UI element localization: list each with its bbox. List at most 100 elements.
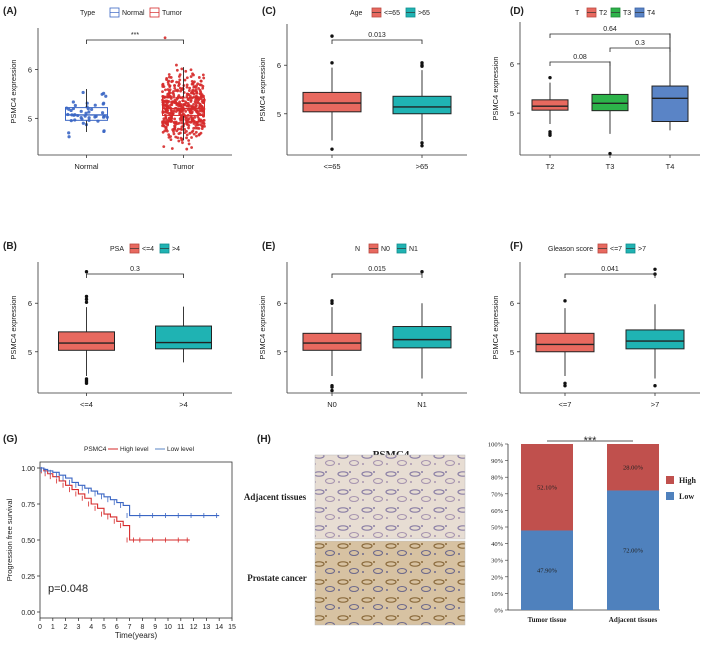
legend-label: T3 <box>623 10 631 17</box>
data-point <box>187 117 191 121</box>
outlier-point <box>84 300 89 304</box>
y-tick-label: 1.00 <box>21 466 35 473</box>
data-point <box>187 126 190 130</box>
outlier-point <box>84 294 89 299</box>
legend-label: <=65 <box>384 10 400 17</box>
y-tick-label: 6 <box>28 299 32 308</box>
data-point <box>167 73 171 76</box>
legend-label: Tumor <box>162 10 183 17</box>
y-tick-label: 5 <box>277 348 281 357</box>
data-point <box>173 84 177 87</box>
data-point <box>187 142 191 146</box>
legend-label-low: Low <box>679 492 694 501</box>
data-point <box>162 110 166 114</box>
y-axis-label: PSMC4 expression <box>491 56 500 120</box>
outlier-point <box>608 151 612 156</box>
panel-label: (E) <box>262 241 275 252</box>
panel-label: (F) <box>510 241 523 252</box>
y-tick-label: 100% <box>488 442 504 449</box>
x-tick-label: 14 <box>215 624 223 631</box>
data-point <box>169 138 173 142</box>
data-point <box>168 119 171 123</box>
data-point <box>187 89 191 92</box>
data-point <box>100 111 105 115</box>
data-point <box>164 88 167 92</box>
x-tick-label: Tumor <box>173 162 195 171</box>
box <box>302 332 362 351</box>
significance-label: *** <box>131 32 139 39</box>
row-label-cancer: Prostate cancer <box>247 573 307 583</box>
data-point <box>93 103 97 107</box>
data-point <box>191 88 195 92</box>
data-point <box>193 115 197 119</box>
data-point <box>189 115 193 119</box>
panel-label: (B) <box>3 241 17 252</box>
legend-label-high: High <box>679 476 696 485</box>
outlier-point <box>420 144 424 148</box>
box <box>531 99 569 111</box>
data-point <box>190 82 194 86</box>
data-point <box>194 126 198 130</box>
data-point <box>190 146 194 149</box>
legend-swatch-low <box>666 492 674 500</box>
data-point <box>177 139 181 143</box>
bar-label-high: 52.10% <box>537 485 558 492</box>
data-point <box>176 108 180 112</box>
data-point <box>164 104 168 108</box>
data-point <box>171 91 174 95</box>
data-point <box>173 86 177 90</box>
significance-bracket <box>609 47 671 52</box>
data-point <box>67 131 71 135</box>
x-tick-label: Adjacent tissues <box>609 616 658 624</box>
data-point <box>192 92 196 96</box>
data-point <box>197 127 201 130</box>
data-point <box>181 99 185 102</box>
data-point <box>189 68 193 72</box>
panel-label: (A) <box>3 6 17 17</box>
data-point <box>188 110 192 114</box>
data-point <box>81 121 85 125</box>
significance-bracket <box>549 33 671 38</box>
data-point <box>183 103 187 107</box>
data-point <box>67 135 71 139</box>
data-point <box>87 110 91 114</box>
outlier-point <box>330 301 334 305</box>
y-tick-label: 0.00 <box>21 610 35 617</box>
data-point <box>188 86 192 90</box>
outlier-point <box>653 267 657 271</box>
data-point <box>185 76 189 80</box>
data-point <box>161 90 164 94</box>
outlier-point <box>420 63 424 67</box>
data-point <box>199 91 203 95</box>
outlier-point <box>84 270 89 274</box>
data-point <box>174 135 178 139</box>
data-point <box>173 100 176 104</box>
y-tick-label: 5 <box>510 109 514 118</box>
data-point <box>185 94 189 98</box>
data-point <box>191 118 195 121</box>
data-point <box>178 100 182 104</box>
x-axis-label: Time(years) <box>115 631 158 640</box>
x-tick-label: 7 <box>128 624 132 631</box>
y-tick-label: 40% <box>491 541 504 548</box>
significance-label: 0.015 <box>368 266 386 273</box>
x-tick-label: N0 <box>327 400 337 409</box>
data-point <box>201 86 205 90</box>
data-point <box>180 103 184 106</box>
data-point <box>178 86 182 90</box>
data-point <box>173 121 176 125</box>
data-point <box>162 145 166 149</box>
bar-high <box>521 444 573 531</box>
data-point <box>69 108 73 113</box>
data-point <box>162 117 166 121</box>
box <box>392 326 452 349</box>
legend-label: N0 <box>381 246 390 253</box>
x-tick-label: 2 <box>64 624 68 631</box>
y-axis-label: PSMC4 expression <box>491 295 500 359</box>
data-point <box>199 79 203 83</box>
legend-title: Type <box>80 10 95 17</box>
outlier-point <box>563 381 567 385</box>
significance-label: 0.3 <box>130 266 140 273</box>
data-point <box>185 147 189 151</box>
data-point <box>194 104 198 108</box>
